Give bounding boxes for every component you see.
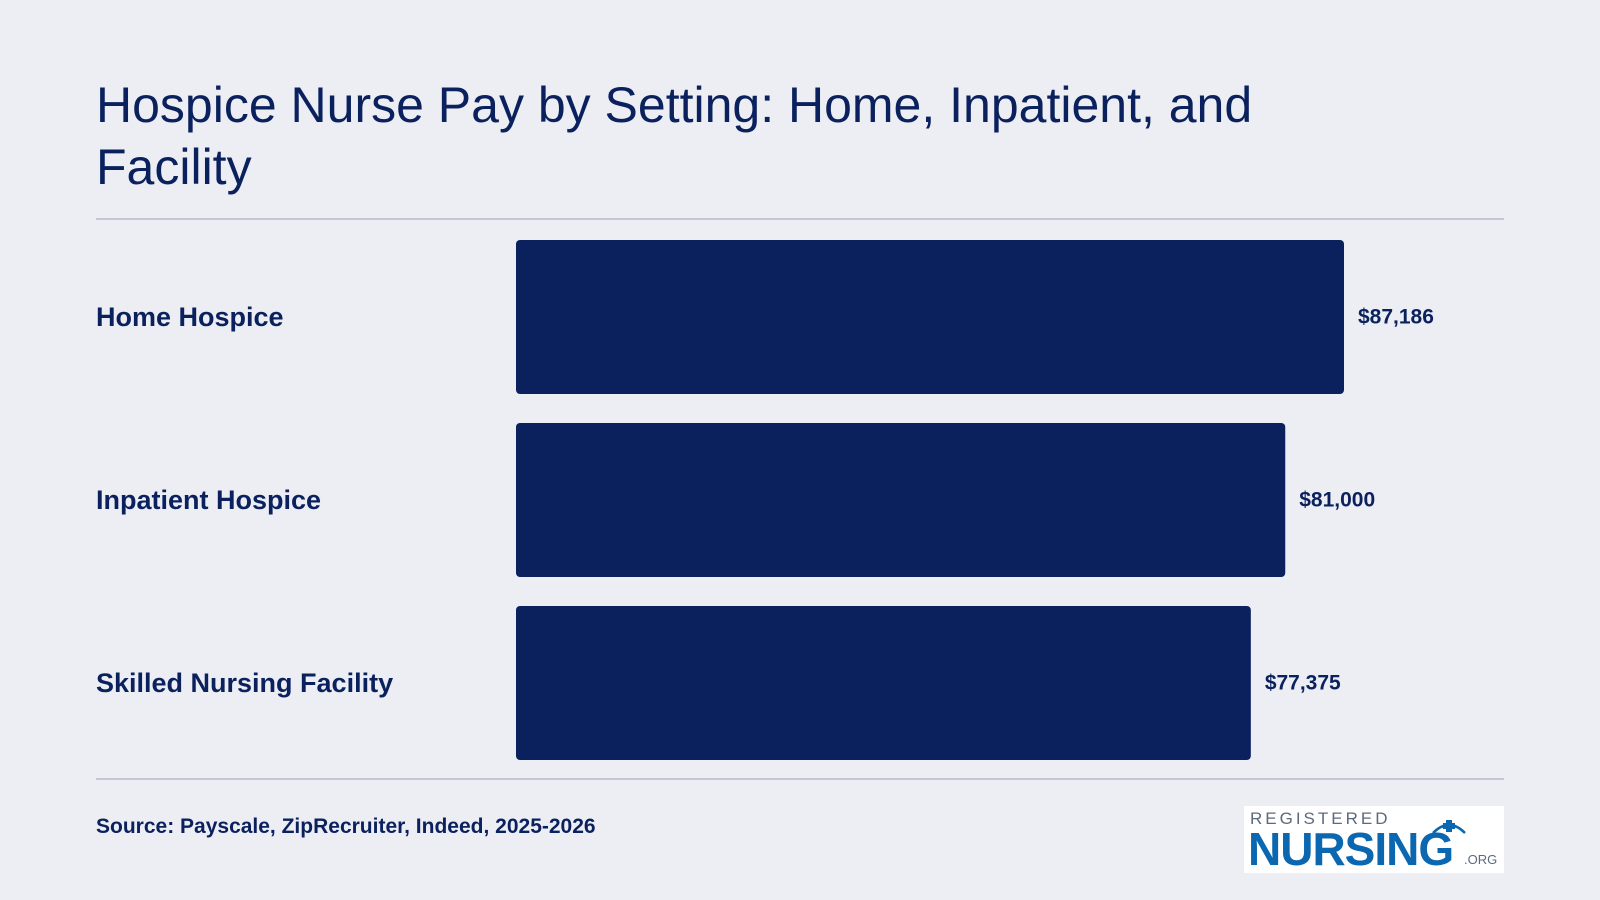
source-note: Source: Payscale, ZipRecruiter, Indeed, … [96,815,596,838]
bottom-divider [96,778,1504,780]
chart-title: Hospice Nurse Pay by Setting: Home, Inpa… [96,77,1253,195]
logo-main-text: NURSING [1248,823,1454,875]
registered-nursing-logo[interactable]: REGISTERED NURSING .ORG [1244,806,1504,875]
category-label: Inpatient Hospice [96,485,321,515]
bar-skilled-nursing-facility [516,606,1251,760]
value-label: $81,000 [1299,489,1375,512]
logo-suffix-text: .ORG [1464,852,1498,867]
nurse-cap-cross-icon [1432,820,1466,834]
logo-top-text: REGISTERED [1250,809,1391,828]
category-label: Skilled Nursing Facility [96,668,393,698]
bar-home-hospice [516,240,1344,394]
bar-inpatient-hospice [516,423,1286,577]
category-label: Home Hospice [96,302,284,332]
top-divider [96,218,1504,220]
value-label: $77,375 [1265,672,1341,695]
value-label: $87,186 [1358,306,1434,329]
